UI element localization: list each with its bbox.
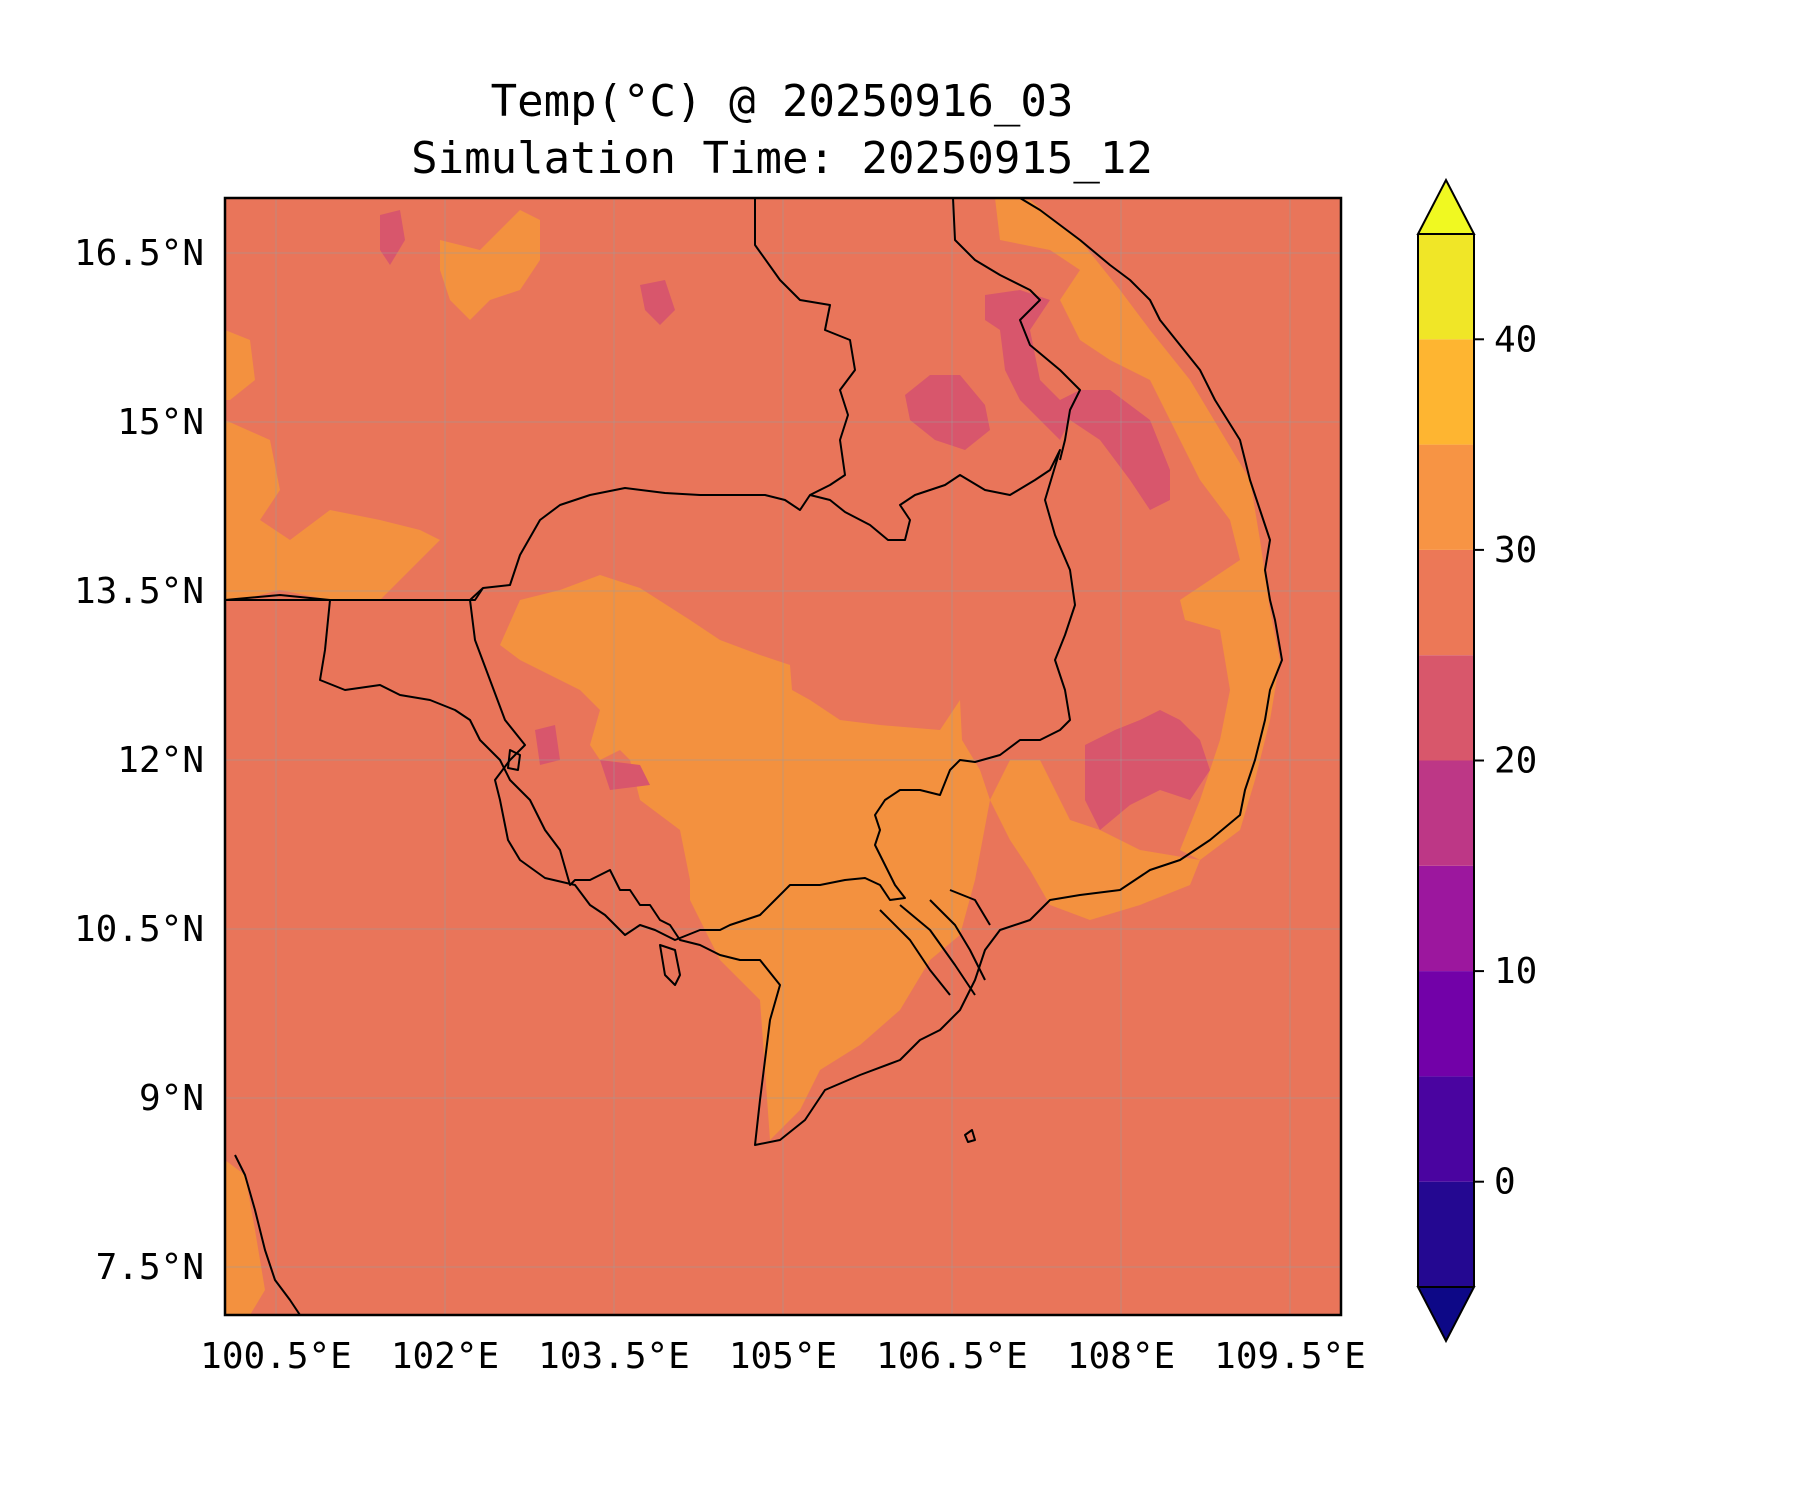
colorbar-band	[1418, 865, 1474, 972]
contour-cool-central-highlands	[1085, 710, 1210, 830]
thailand-laos-border	[754, 198, 856, 496]
x-tick-label: 106.5°E	[876, 1336, 1028, 1377]
x-tick-label: 109.5°E	[1214, 1336, 1366, 1377]
figure-title-line1: Temp(°C) @ 20250916_03	[491, 76, 1074, 127]
delta-river-mouth-4	[949, 889, 991, 926]
x-tick-label: 103.5°E	[538, 1336, 690, 1377]
map-panel	[223, 196, 1343, 1317]
y-tick-label: 15°N	[117, 402, 204, 443]
temperature-contours	[225, 198, 1280, 1315]
malaysia-coastline	[234, 1154, 301, 1315]
island-phu-quoc	[659, 944, 681, 986]
contour-warm-northwest	[225, 420, 440, 600]
thailand-cambodia-west-border	[225, 587, 484, 601]
colorbar-extend-top	[1416, 177, 1476, 235]
contour-cool-cardamom	[535, 725, 560, 765]
contour-warm-southwest-coast	[225, 1160, 265, 1315]
contour-cool-laos-plateau	[905, 375, 990, 450]
colorbar-band	[1418, 444, 1474, 550]
colorbar-tick-label: 40	[1494, 319, 1537, 360]
colorbar-band	[1418, 971, 1474, 1077]
contour-cool-north-small	[380, 210, 405, 265]
island-koh-kong	[507, 749, 521, 771]
colorbar-band	[1418, 234, 1474, 340]
x-tick-label: 105°E	[729, 1336, 837, 1377]
x-tick-label: 108°E	[1067, 1336, 1175, 1377]
colorbar-tick-label: 0	[1494, 1162, 1516, 1203]
x-tick-label: 102°E	[391, 1336, 499, 1377]
colorbar-band	[1418, 655, 1474, 761]
colorbar-extend-bottom	[1416, 1286, 1476, 1344]
contour-cool-north-small2	[640, 280, 675, 325]
boundaries	[225, 198, 1283, 1315]
colorbar-band	[1418, 339, 1474, 445]
y-tick-label: 9°N	[139, 1078, 204, 1119]
colorbar-tick-label: 10	[1494, 951, 1537, 992]
map-frame	[223, 196, 1343, 1317]
colorbar: 0 10 20 30 40	[1416, 177, 1537, 1344]
y-tick-label: 13.5°N	[74, 571, 204, 612]
figure-title-line2: Simulation Time: 20250915_12	[411, 133, 1153, 184]
x-tick-label: 100.5°E	[200, 1336, 352, 1377]
y-axis-ticks: 16.5°N 15°N 13.5°N 12°N 10.5°N 9°N 7.5°N	[74, 233, 204, 1288]
contour-warm-east-coast	[995, 198, 1280, 860]
island-small-south	[964, 1129, 976, 1143]
laos-vietnam-border	[952, 198, 1081, 461]
contour-warm-mekong	[500, 575, 1200, 1140]
y-tick-label: 12°N	[117, 740, 204, 781]
colorbar-band	[1418, 549, 1474, 656]
gulf-coastline	[225, 198, 1283, 1146]
cambodia-border	[469, 449, 1076, 941]
delta-river-mouth-3	[929, 899, 986, 981]
delta-river-mouth-1	[879, 909, 951, 996]
colorbar-band	[1418, 760, 1474, 866]
delta-river-mouth-2	[899, 904, 976, 996]
y-tick-label: 16.5°N	[74, 233, 204, 274]
gridlines	[225, 198, 1341, 1315]
x-axis-ticks: 100.5°E 102°E 103.5°E 105°E 106.5°E 108°…	[200, 1336, 1366, 1377]
colorbar-band	[1418, 1076, 1474, 1182]
colorbar-band	[1418, 1181, 1474, 1287]
contour-warm-north-strip	[440, 210, 540, 320]
colorbar-tick-label: 20	[1494, 741, 1537, 782]
contour-warm-west-edge	[225, 330, 255, 400]
contour-cool-south-small	[600, 760, 650, 790]
y-tick-label: 10.5°N	[74, 909, 204, 950]
colorbar-tick-label: 30	[1494, 530, 1537, 571]
y-tick-label: 7.5°N	[96, 1247, 204, 1288]
